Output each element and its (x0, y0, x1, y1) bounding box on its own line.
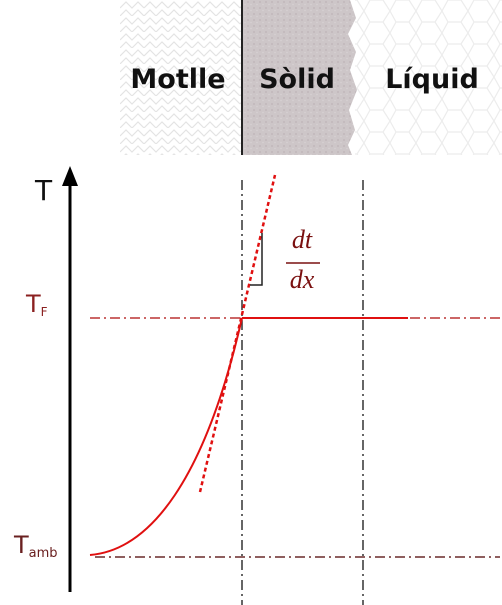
region-label: Sòlid (259, 64, 335, 95)
region-label: Motlle (130, 64, 225, 95)
temperature-curve (89, 317, 243, 556)
tamb-subscript: amb (29, 546, 58, 561)
gradient-numerator: dt (292, 225, 313, 254)
solid-region (242, 0, 357, 155)
gradient-denominator: dx (290, 265, 315, 294)
axis-arrow (62, 166, 78, 186)
tf-subscript: F (41, 305, 48, 319)
tangent-line (198, 174, 277, 493)
tamb-label: Tamb (13, 531, 58, 561)
tamb-symbol: T (13, 531, 29, 559)
region-label: Líquid (385, 64, 479, 95)
tf-label: TF (25, 290, 48, 319)
tf-symbol: T (25, 290, 41, 318)
slope-bracket (250, 233, 263, 286)
liquid-region (355, 0, 502, 155)
axis-label: T (34, 174, 53, 207)
mold-region (120, 0, 242, 155)
